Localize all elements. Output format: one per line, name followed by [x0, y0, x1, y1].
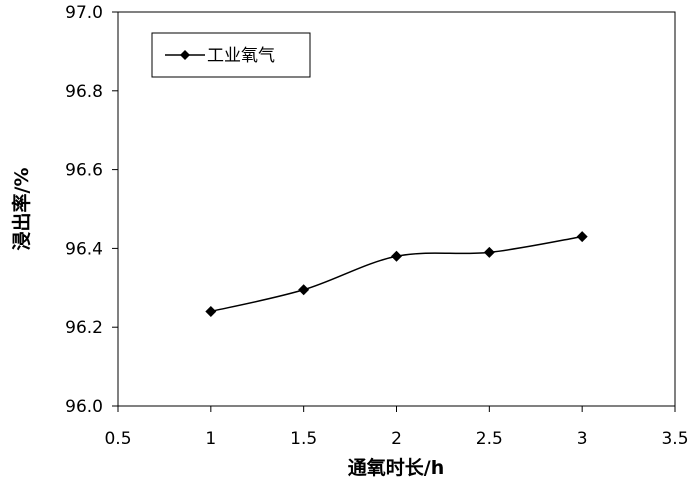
y-axis-ticks: 96.0 96.2 96.4 96.6 96.8 97.0: [65, 3, 118, 417]
y-tick-label: 96.0: [65, 397, 103, 417]
x-tick-label: 2.5: [476, 429, 503, 449]
data-point-diamond: [298, 284, 310, 296]
x-tick-label: 2: [391, 429, 402, 449]
legend-label: 工业氧气: [207, 46, 275, 66]
x-tick-label: 1.5: [290, 429, 317, 449]
y-tick-label: 96.8: [65, 82, 103, 102]
legend-diamond-marker: [180, 50, 190, 60]
y-tick-label: 96.4: [65, 239, 103, 259]
y-axis-title: 浸出率/%: [10, 168, 33, 251]
x-axis-title: 通氧时长/h: [348, 456, 444, 479]
y-tick-label: 97.0: [65, 3, 103, 23]
y-tick-label: 96.2: [65, 318, 103, 338]
plot-area: [117, 11, 676, 407]
legend: 工业氧气: [151, 32, 311, 78]
data-point-diamond: [205, 305, 217, 317]
x-tick-label: 1: [205, 429, 216, 449]
y-tick-label: 96.6: [65, 161, 103, 181]
data-point-diamond: [391, 250, 402, 262]
x-axis-ticks: 0.5 1 1.5 2 2.5 3 3.5: [104, 406, 689, 449]
x-tick-label: 3: [577, 429, 588, 449]
data-point-diamond: [576, 231, 588, 243]
data-point-diamond: [483, 246, 495, 258]
x-tick-label: 3.5: [661, 429, 688, 449]
x-tick-label: 0.5: [104, 429, 131, 449]
series-layer: [205, 231, 588, 317]
